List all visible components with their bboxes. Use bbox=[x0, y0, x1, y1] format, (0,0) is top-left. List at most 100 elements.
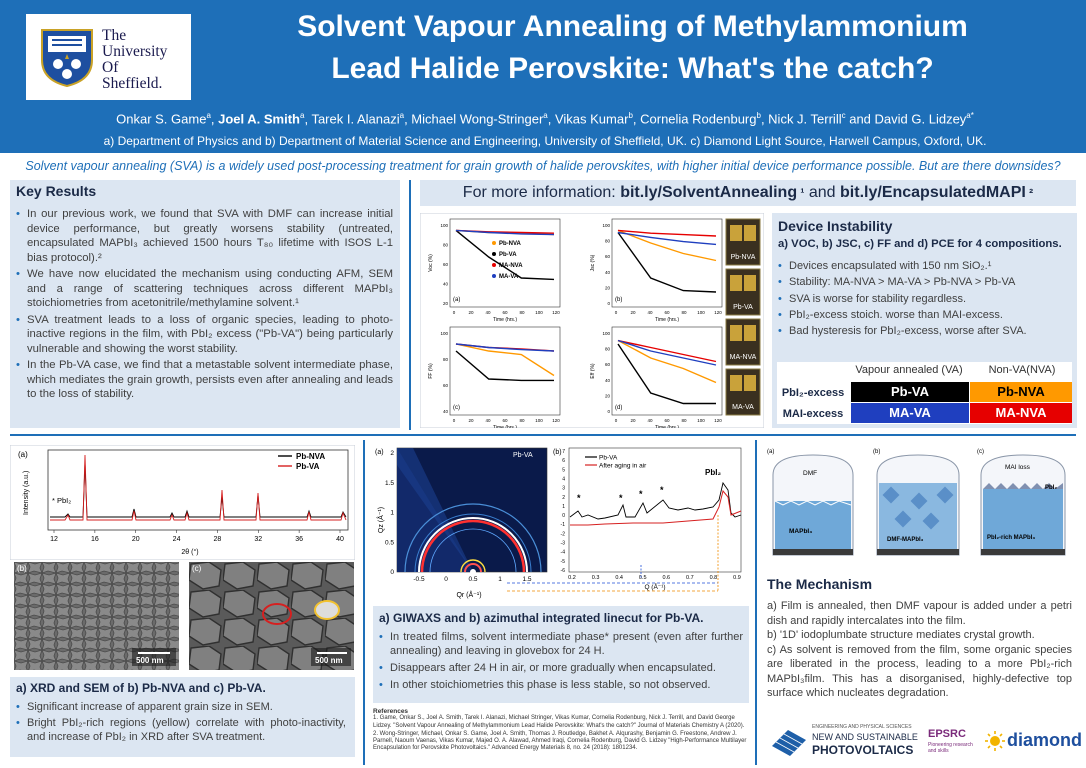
series-line bbox=[617, 232, 717, 293]
pbi2-annotation: PbI₂ bbox=[705, 468, 721, 477]
tick-label: 40 bbox=[485, 310, 491, 315]
nsp-subtitle: ENGINEERING AND PHYSICAL SCIENCES bbox=[812, 724, 912, 730]
photo-label: MA-NVA bbox=[730, 354, 757, 361]
axis-label: Eff (%) bbox=[590, 363, 596, 379]
giwaxs-ticks: 0 0.5 1 1.5 2 -0.5 0 0.5 1 1.5 bbox=[385, 450, 532, 583]
axes-frame bbox=[449, 326, 561, 416]
list-item: In other stoichiometries this phase is l… bbox=[379, 678, 743, 692]
panel-label: (c) bbox=[192, 564, 202, 573]
references-heading: References bbox=[373, 708, 409, 715]
legend-label: Pb-NVA bbox=[499, 241, 522, 247]
tick-label: 2 bbox=[562, 495, 565, 501]
tick-label: 80 bbox=[443, 243, 449, 248]
tick-label: 20 bbox=[468, 418, 474, 423]
pbi2-rich-label: PbI₂-rich MAPbI₃ bbox=[987, 535, 1035, 541]
tick-label: 60 bbox=[605, 362, 611, 367]
axis-label: Jsc (%) bbox=[590, 254, 596, 271]
axis-label: Qz (Å⁻¹) bbox=[376, 507, 385, 533]
list-item: Bright PbI₂-rich regions (yellow) correl… bbox=[16, 716, 346, 744]
title-line-1: Solvent Vapour Annealing of Methylammoni… bbox=[297, 10, 968, 43]
device-pixel bbox=[744, 325, 756, 341]
list-item: In the Pb-VA case, we find that a metast… bbox=[16, 358, 393, 402]
tick-label: 100 bbox=[440, 223, 448, 228]
tick-label: 40 bbox=[605, 378, 611, 383]
author-name: Cornelia Rodenburg bbox=[640, 111, 757, 127]
panel-label: Pb-VA bbox=[513, 452, 533, 459]
panel-label: (d) bbox=[615, 405, 622, 411]
list-item: SVA is worse for stability regardless. bbox=[778, 292, 1073, 308]
axes-frame bbox=[611, 218, 723, 308]
author-name: Nick J. Terrill bbox=[768, 111, 842, 127]
legend-aged: After aging in air bbox=[599, 463, 647, 470]
giwaxs-panel: a) GIWAXS and b) azimuthal integrated li… bbox=[373, 606, 749, 703]
link-solvent-annealing[interactable]: bit.ly/SolventAnnealing bbox=[620, 184, 798, 201]
divider bbox=[409, 180, 411, 430]
tick-label: 0 bbox=[390, 569, 394, 576]
device-pixel bbox=[744, 375, 756, 391]
series-line bbox=[617, 229, 717, 262]
scale-bar: 500 nm bbox=[315, 656, 343, 665]
tick-label: 80 bbox=[443, 357, 449, 362]
photo-label: MA-VA bbox=[732, 404, 754, 411]
composition-table: Vapour annealed (VA) Non-VA(NVA) PbI₂-ex… bbox=[777, 362, 1072, 424]
legend-marker bbox=[492, 241, 496, 245]
tick-label: 0.9 bbox=[733, 575, 741, 581]
key-results-panel: Key Results In our previous work, we fou… bbox=[10, 180, 400, 428]
link-encapsulated-mapi[interactable]: bit.ly/EncapsulatedMAPI bbox=[840, 184, 1026, 201]
tick-label: -1 bbox=[561, 522, 566, 528]
tick-label: 40 bbox=[647, 310, 653, 315]
tick-label: 0 bbox=[562, 513, 565, 519]
diamond-logo: diamond bbox=[1007, 730, 1082, 750]
panel-label: (b) bbox=[17, 564, 27, 573]
svg-text:*: * bbox=[577, 493, 581, 503]
tick-label: 80 bbox=[605, 239, 611, 244]
key-results-title: Key Results bbox=[16, 183, 97, 199]
device-stability-charts: (a) Voc (%) 20 40 60 80 100 0 20 40 60 80 100 120 Time… bbox=[420, 213, 764, 428]
legend-label: MA-NVA bbox=[499, 263, 523, 269]
panel-label: (b) bbox=[615, 297, 622, 303]
tick-label: 0.5 bbox=[468, 576, 477, 583]
legend-label: Pb-VA bbox=[499, 252, 517, 258]
legend-pb-va: Pb-VA bbox=[296, 462, 320, 471]
panel-label: (c) bbox=[977, 449, 984, 455]
tick-label: 20 bbox=[132, 536, 140, 543]
tick-label: 1 bbox=[562, 504, 565, 510]
svg-text:*: * bbox=[660, 485, 664, 495]
photo-label: Pb-NVA bbox=[731, 254, 756, 261]
tick-label: 0.5 bbox=[639, 575, 647, 581]
reference-item: 1. Game, Onkar S., Joel A. Smith, Tarek … bbox=[373, 715, 745, 729]
cell-pb-va: Pb-VA bbox=[851, 382, 969, 402]
device-pixel bbox=[744, 275, 756, 291]
sem-image-pb-nva: (b) 500 nm bbox=[14, 562, 179, 670]
device-pixel bbox=[730, 225, 742, 241]
epsrc-tagline: Pioneering research and skills bbox=[928, 742, 973, 754]
legend-pb-nva: Pb-NVA bbox=[296, 452, 325, 461]
tick-label: 0.6 bbox=[662, 575, 670, 581]
axis-label: 2θ (°) bbox=[181, 548, 198, 556]
pbi2-annotation: * PbI₂ bbox=[52, 496, 71, 505]
series-line bbox=[455, 343, 555, 377]
series-line bbox=[455, 229, 555, 281]
list-item: SVA treatment leads to a loss of organic… bbox=[16, 313, 393, 357]
axis-label: Time (hrs.) bbox=[655, 317, 679, 323]
tick-label: 0 bbox=[615, 310, 618, 315]
xrd-panel-title: a) XRD and SEM of b) Pb-NVA and c) Pb-VA… bbox=[16, 681, 266, 695]
tick-label: -4 bbox=[561, 550, 566, 556]
list-item: In treated films, solvent intermediate p… bbox=[379, 630, 743, 658]
series-line bbox=[617, 229, 717, 237]
tick-label: 7 bbox=[562, 449, 565, 455]
legend-marker bbox=[492, 263, 496, 267]
table-row-label: MAI-excess bbox=[782, 408, 844, 420]
intro-text: Solvent vapour annealing (SVA) is a wide… bbox=[25, 159, 1061, 173]
mapbi3-label: MAPbI₃ bbox=[789, 528, 812, 535]
tick-label: 0.2 bbox=[568, 575, 576, 581]
tick-label: 4 bbox=[562, 476, 565, 482]
university-logo: The University Of Sheffield. bbox=[26, 14, 191, 100]
tick-label: 20 bbox=[443, 301, 449, 306]
univ-line: Sheffield. bbox=[102, 75, 163, 92]
tick-label: 40 bbox=[485, 418, 491, 423]
key-results-list: In our previous work, we found that SVA … bbox=[16, 207, 393, 404]
author-affiliation-mark: c bbox=[841, 111, 846, 120]
xrd-panel-list: Significant increase of apparent grain s… bbox=[16, 700, 346, 746]
list-item: Devices encapsulated with 150 nm SiO₂.¹ bbox=[778, 259, 1073, 275]
